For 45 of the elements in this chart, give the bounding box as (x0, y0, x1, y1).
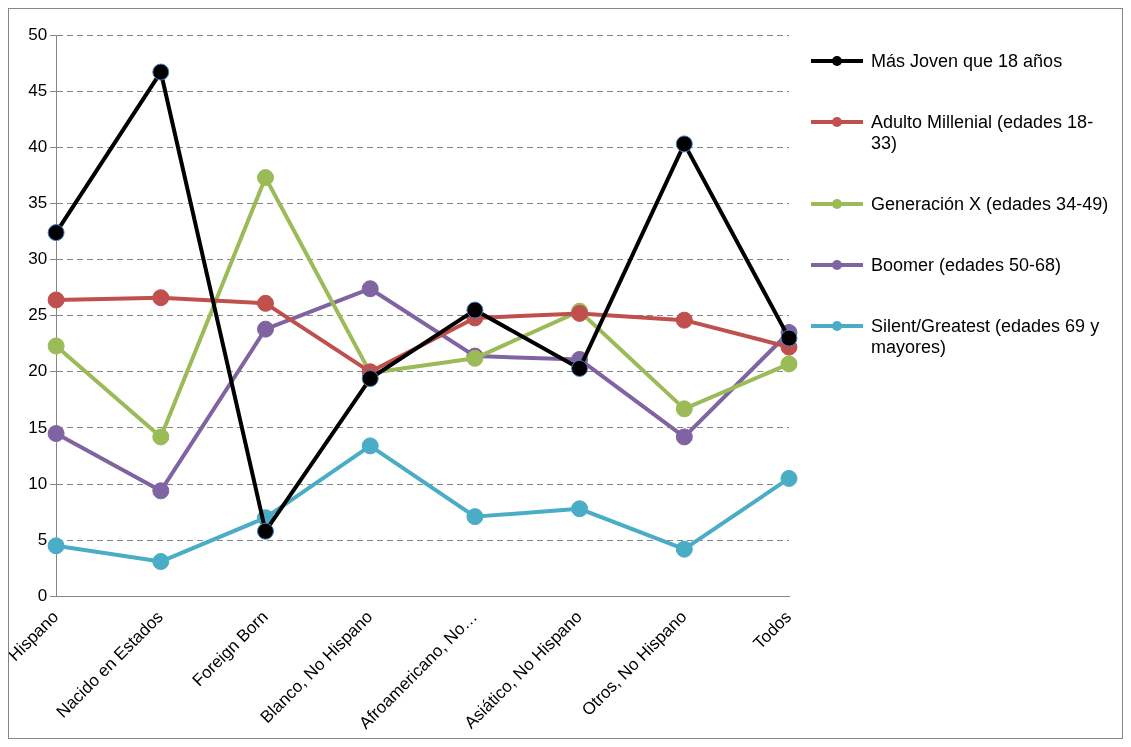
legend-label: Más Joven que 18 años (871, 51, 1063, 72)
point (675, 400, 693, 418)
legend-label: Adulto Millenial (edades 18-33) (871, 112, 1095, 154)
point (47, 537, 65, 555)
point (780, 469, 798, 487)
point (47, 337, 65, 355)
point (257, 320, 274, 338)
y-tick-label: 10 (28, 473, 48, 493)
point (152, 553, 170, 571)
y-tick-label: 25 (28, 305, 48, 325)
y-tick-label: 50 (28, 24, 48, 44)
y-tick-label: 5 (37, 529, 48, 549)
y-tick-label: 45 (28, 80, 48, 100)
legend-label: Silent/Greatest (edades 69 y mayores) (871, 316, 1101, 358)
y-tick-label: 30 (28, 249, 48, 269)
point (257, 522, 274, 540)
point (47, 224, 65, 242)
legend-label: Boomer (edades 50-68) (871, 255, 1062, 276)
point (152, 428, 170, 446)
point (361, 370, 379, 388)
y-tick-label: 40 (28, 136, 48, 156)
point (675, 428, 693, 446)
point (47, 291, 65, 309)
point (780, 329, 798, 347)
point (780, 355, 798, 373)
point (152, 63, 170, 81)
point (675, 311, 693, 329)
point (466, 301, 484, 319)
legend-label: Generación X (edades 34-49) (871, 194, 1109, 215)
point (571, 500, 589, 518)
point (257, 169, 274, 187)
y-tick-label: 20 (28, 361, 48, 381)
point (571, 359, 589, 377)
y-tick-label: 15 (28, 417, 48, 437)
point (257, 294, 274, 312)
point (361, 437, 379, 455)
point (675, 135, 693, 153)
point (466, 508, 484, 526)
point (675, 540, 693, 558)
y-tick-label: 0 (37, 586, 48, 606)
y-tick-label: 35 (28, 193, 48, 213)
point (152, 482, 170, 500)
point (152, 289, 170, 307)
point (47, 425, 65, 443)
point (361, 280, 379, 298)
